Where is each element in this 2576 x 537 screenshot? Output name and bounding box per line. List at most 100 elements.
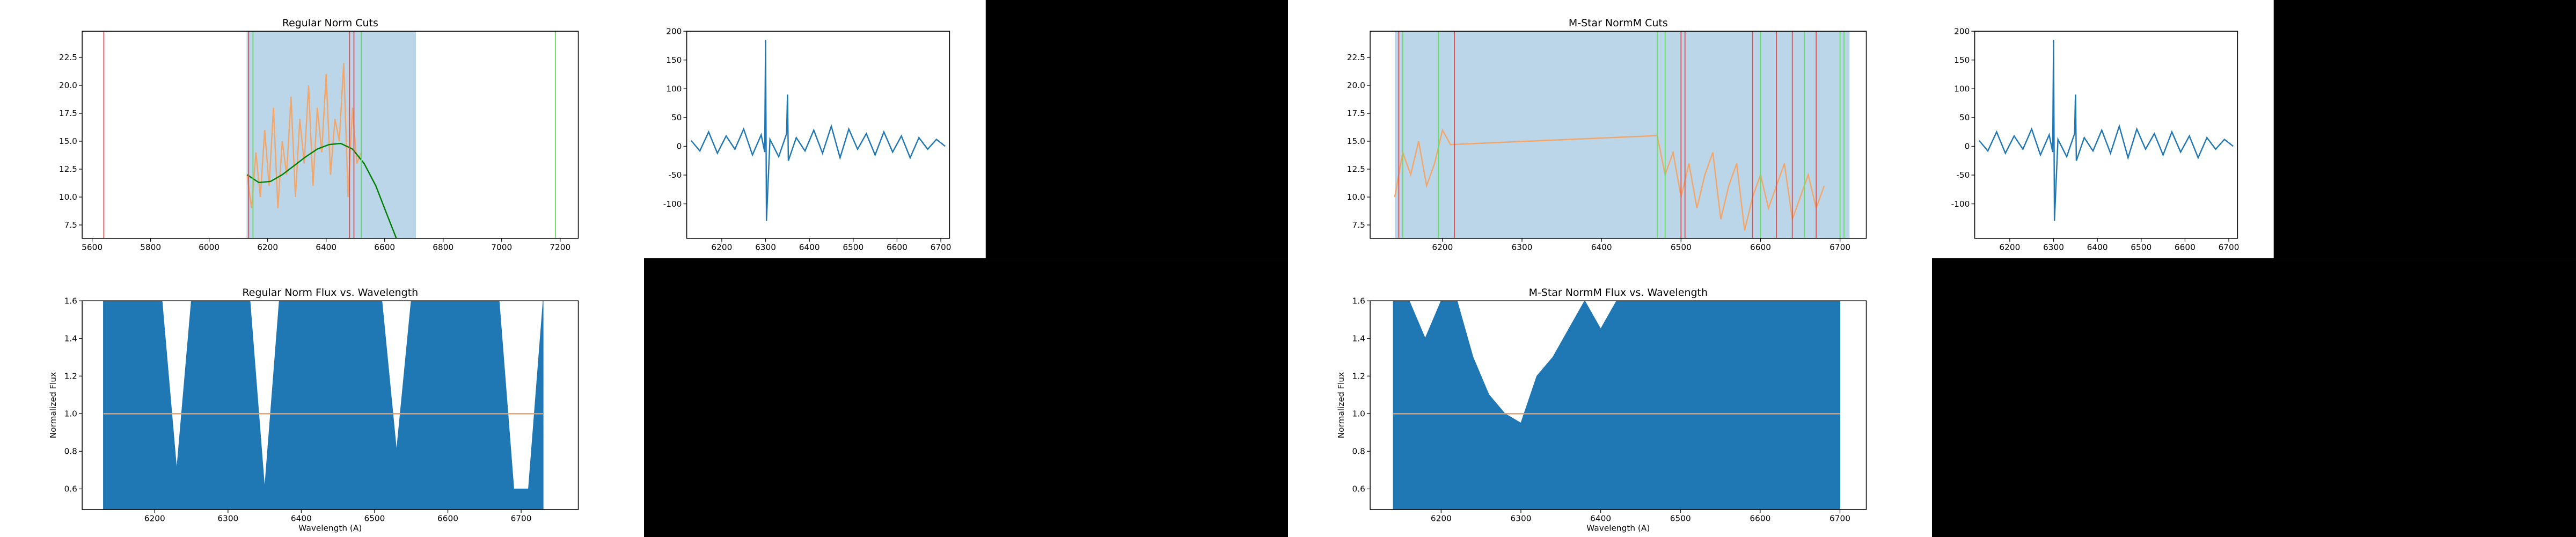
chart-title: Regular Norm Cuts — [282, 17, 378, 29]
y-tick-label: 17.5 — [1347, 108, 1365, 118]
y-tick-label: 200 — [666, 26, 682, 36]
plot-area — [103, 31, 556, 238]
x-tick-label: 6600 — [374, 242, 395, 252]
x-axis-label: Wavelength (A) — [1586, 524, 1650, 533]
plot-area — [1978, 40, 2234, 221]
plot-area — [690, 40, 946, 221]
y-tick-label: 100 — [1954, 84, 1970, 94]
x-tick-label: 6800 — [433, 242, 453, 252]
axes-frame — [1370, 31, 1867, 239]
chart-title: Regular Norm Flux vs. Wavelength — [242, 287, 418, 299]
x-tick-label: 6500 — [1671, 242, 1692, 252]
y-tick-label: -100 — [663, 199, 682, 209]
empty-area — [2273, 0, 2576, 258]
y-tick-label: 7.5 — [1352, 220, 1365, 230]
y-axis-label: Normalized Flux — [48, 372, 58, 438]
x-tick-label: 6300 — [1511, 513, 1532, 523]
y-tick-label: 20.0 — [59, 81, 77, 90]
y-tick-label: 0 — [1965, 142, 1970, 151]
x-tick-label: 6200 — [144, 513, 165, 523]
x-tick-label: 6500 — [1670, 513, 1691, 523]
data-line — [690, 40, 946, 221]
chart: 6200 6300 6400 6500 6600 6700 -100 -50 0 50 100 150… — [663, 26, 952, 252]
x-tick-label: 6400 — [1591, 242, 1612, 252]
y-tick-label: 150 — [666, 55, 682, 65]
data-line — [1978, 40, 2234, 221]
x-tick-label: 6400 — [1590, 513, 1611, 523]
x-tick-label: 6600 — [1750, 242, 1771, 252]
x-tick-label: 6600 — [2175, 242, 2196, 252]
y-tick-label: 100 — [666, 84, 682, 94]
y-tick-label: 12.5 — [59, 164, 77, 174]
x-tick-label: 6700 — [511, 513, 532, 523]
y-tick-label: 0 — [677, 142, 682, 151]
empty-area — [644, 258, 1288, 537]
x-tick-label: 6600 — [1750, 513, 1770, 523]
y-tick-label: 200 — [1954, 26, 1970, 36]
x-tick-label: 6500 — [843, 242, 863, 252]
y-tick-label: 17.5 — [59, 108, 77, 118]
y-tick-label: 0.6 — [1352, 484, 1365, 494]
y-tick-label: 0.8 — [1352, 447, 1365, 456]
y-tick-label: 50 — [1959, 113, 1970, 122]
chart: 5600 5800 6000 6200 6400 6600 6800 7000 7200 7.5 1… — [59, 17, 579, 252]
y-tick-label: 50 — [671, 113, 682, 122]
x-tick-label: 6500 — [2131, 242, 2151, 252]
axes-frame — [1974, 31, 2238, 239]
x-tick-label: 6200 — [711, 242, 732, 252]
x-tick-label: 7200 — [550, 242, 570, 252]
y-tick-label: -50 — [1956, 170, 1970, 180]
y-tick-label: 10.0 — [59, 192, 77, 202]
flux-band — [103, 301, 544, 510]
x-tick-label: 6600 — [887, 242, 908, 252]
y-tick-label: 7.5 — [64, 220, 77, 230]
y-tick-label: 1.6 — [64, 296, 77, 306]
x-tick-label: 6200 — [257, 242, 278, 252]
x-tick-label: 6200 — [1432, 242, 1453, 252]
y-tick-label: 1.2 — [64, 372, 77, 381]
axes-frame — [82, 300, 579, 510]
x-tick-label: 5800 — [140, 242, 161, 252]
y-tick-label: 15.0 — [59, 136, 77, 146]
data-line — [246, 142, 397, 238]
flux-band — [1393, 301, 1841, 510]
y-tick-label: -100 — [1951, 199, 1970, 209]
x-tick-label: 6400 — [799, 242, 820, 252]
x-tick-label: 6700 — [2219, 242, 2240, 252]
x-tick-label: 6700 — [1829, 513, 1850, 523]
y-tick-label: 0.6 — [64, 484, 77, 494]
y-tick-label: 1.0 — [1352, 409, 1365, 419]
x-tick-label: 6400 — [2087, 242, 2108, 252]
plot-area — [103, 301, 544, 510]
y-tick-label: 1.2 — [1352, 372, 1365, 381]
x-tick-label: 6300 — [755, 242, 776, 252]
y-tick-label: 1.4 — [1352, 333, 1365, 343]
y-tick-label: 12.5 — [1347, 164, 1365, 174]
y-tick-label: 150 — [1954, 55, 1970, 65]
chart-title: M-Star NormM Cuts — [1569, 17, 1668, 29]
chart-title: M-Star NormM Flux vs. Wavelength — [1529, 287, 1708, 299]
x-tick-label: 6200 — [1431, 513, 1452, 523]
x-tick-label: 6300 — [2043, 242, 2064, 252]
y-tick-label: 1.0 — [64, 409, 77, 419]
x-tick-label: 7000 — [491, 242, 512, 252]
y-tick-label: 20.0 — [1347, 81, 1365, 90]
x-tick-label: 6500 — [364, 513, 385, 523]
y-tick-label: 22.5 — [59, 53, 77, 62]
x-axis-label: Wavelength (A) — [298, 524, 362, 533]
y-tick-label: 1.6 — [1352, 296, 1365, 306]
x-tick-label: 6700 — [1829, 242, 1850, 252]
y-tick-label: 22.5 — [1347, 53, 1365, 62]
y-tick-label: -50 — [668, 170, 682, 180]
y-tick-label: 15.0 — [1347, 136, 1365, 146]
data-line — [246, 63, 362, 208]
data-line — [1394, 128, 1825, 231]
chart: 6200 6300 6400 6500 6600 6700 -100 -50 0 50 100 150… — [1951, 26, 2240, 252]
span — [1394, 31, 1850, 238]
x-tick-label: 6400 — [291, 513, 312, 523]
x-tick-label: 5600 — [82, 242, 103, 252]
axes-frame — [1370, 300, 1867, 510]
x-tick-label: 6400 — [316, 242, 336, 252]
